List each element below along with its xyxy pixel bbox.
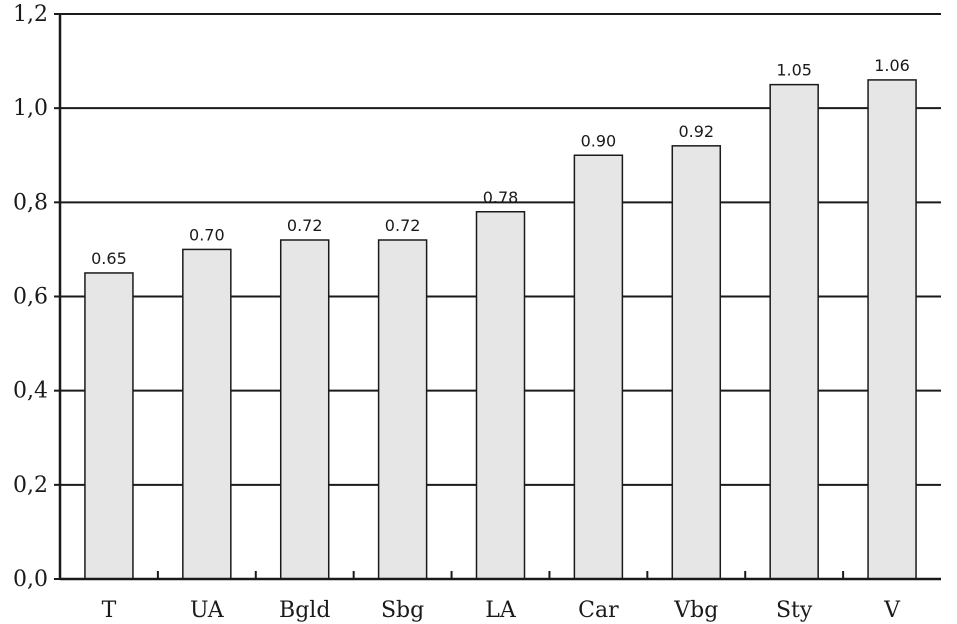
axes: [54, 13, 941, 581]
x-tick-label: Car: [578, 598, 619, 623]
bar-sbg: [377, 239, 428, 580]
data-label: 0.72: [385, 216, 421, 235]
bar-car: [573, 154, 624, 580]
data-labels: 0.65 0.70 0.72 0.72 0.78 0.90 0.92 1.05 1.06: [91, 56, 910, 268]
data-label: 1.06: [874, 56, 910, 75]
bar-t: [84, 272, 134, 580]
x-tick-label: Vbg: [673, 598, 718, 623]
data-label: 0.65: [91, 249, 127, 268]
x-tick-label: Sbg: [381, 598, 424, 623]
bar-la: [475, 211, 526, 580]
x-tick-label: V: [883, 598, 901, 623]
data-label: 0.90: [581, 131, 617, 150]
y-tick-label: 0,2: [13, 473, 48, 498]
bar-ua: [182, 248, 232, 580]
x-tick-labels: T UA Bgld Sbg LA Car Vbg Sty V: [102, 598, 902, 623]
x-tick-label: UA: [190, 598, 225, 623]
y-tick-label: 0,8: [13, 190, 48, 215]
data-label: 0.92: [678, 122, 714, 141]
data-label: 0.78: [483, 188, 519, 207]
bar-sty: [769, 83, 819, 580]
x-tick-label: LA: [485, 598, 517, 623]
y-tick-label: 1,0: [13, 96, 48, 121]
data-label: 0.72: [287, 216, 323, 235]
x-tick-label: Sty: [776, 598, 813, 623]
y-tick-label: 0,0: [13, 567, 48, 592]
bar-vbg: [671, 145, 722, 580]
y-tick-label: 1,2: [13, 2, 48, 27]
x-tick-label: Bgld: [279, 598, 330, 623]
y-tick-labels: 0,0 0,2 0,4 0,6 0,8 1,0 1,2: [13, 2, 48, 592]
x-tick-label: T: [102, 598, 117, 623]
data-label: 0.70: [189, 225, 225, 244]
y-tick-label: 0,4: [13, 379, 48, 404]
bar-v: [867, 79, 917, 580]
y-tick-label: 0,6: [13, 285, 48, 310]
bars: [84, 79, 917, 580]
data-label: 1.05: [776, 61, 812, 80]
bar-bgld: [279, 239, 330, 580]
